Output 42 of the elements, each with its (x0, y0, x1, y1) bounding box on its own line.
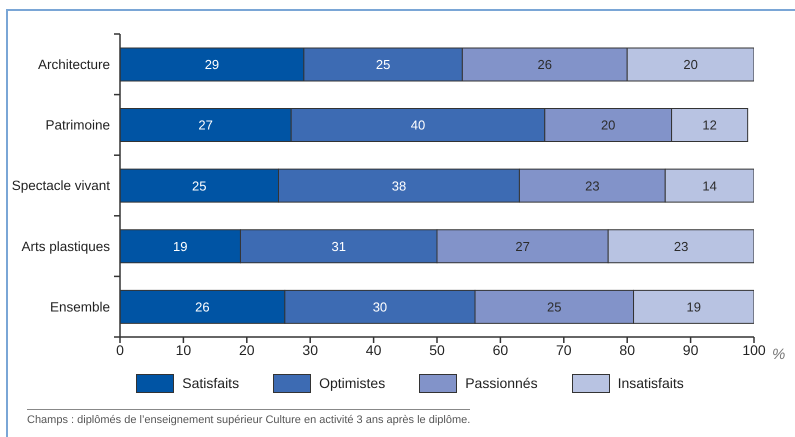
data-label: 25 (376, 57, 390, 72)
x-tick-label: 20 (239, 342, 255, 358)
y-tick-label: Architecture (38, 57, 110, 72)
data-label: 20 (683, 57, 698, 72)
legend-label: Optimistes (319, 375, 386, 391)
x-tick-label: 30 (302, 342, 318, 358)
data-label: 26 (538, 57, 552, 72)
data-label: 26 (195, 299, 210, 314)
data-label: 23 (674, 238, 688, 254)
y-tick-label: Spectacle vivant (12, 178, 110, 194)
legend-label: Passionnés (465, 375, 538, 391)
data-label: 19 (686, 299, 702, 314)
x-tick-label: 40 (366, 342, 382, 358)
data-label: 38 (392, 178, 406, 194)
data-label: 30 (372, 299, 388, 314)
x-tick-label: 70 (556, 342, 572, 358)
data-label: 14 (702, 178, 717, 194)
data-label: 40 (410, 118, 426, 133)
x-axis-title: % (772, 346, 786, 363)
data-label: 19 (172, 238, 188, 254)
x-tick-label: 100 (742, 342, 766, 358)
x-tick-label: 90 (682, 342, 699, 358)
x-tick-label: 10 (176, 342, 192, 358)
y-tick-label: Patrimoine (45, 118, 110, 133)
y-tick-label: Arts plastiques (21, 238, 110, 254)
legend-label: Insatisfaits (618, 375, 684, 391)
data-label: 27 (198, 118, 213, 133)
data-label: 29 (204, 57, 220, 72)
data-label: 23 (585, 178, 600, 194)
text: Champs : diplômés de l’enseignement supérieur Culture en activité 3 ans après le diplôme. (27, 413, 470, 426)
x-tick-label: 50 (429, 342, 445, 358)
y-tick-label: Ensemble (50, 299, 110, 314)
x-tick-label: 60 (492, 342, 508, 358)
legend-label: Satisfaits (182, 375, 240, 391)
x-tick-label: 80 (619, 342, 636, 358)
data-label: 12 (702, 118, 717, 133)
data-label: 31 (331, 238, 346, 254)
data-label: 27 (515, 238, 530, 254)
data-label: 20 (600, 118, 616, 133)
data-label: 25 (547, 299, 562, 314)
x-tick-label: 0 (116, 342, 124, 358)
data-label: 25 (192, 178, 206, 194)
